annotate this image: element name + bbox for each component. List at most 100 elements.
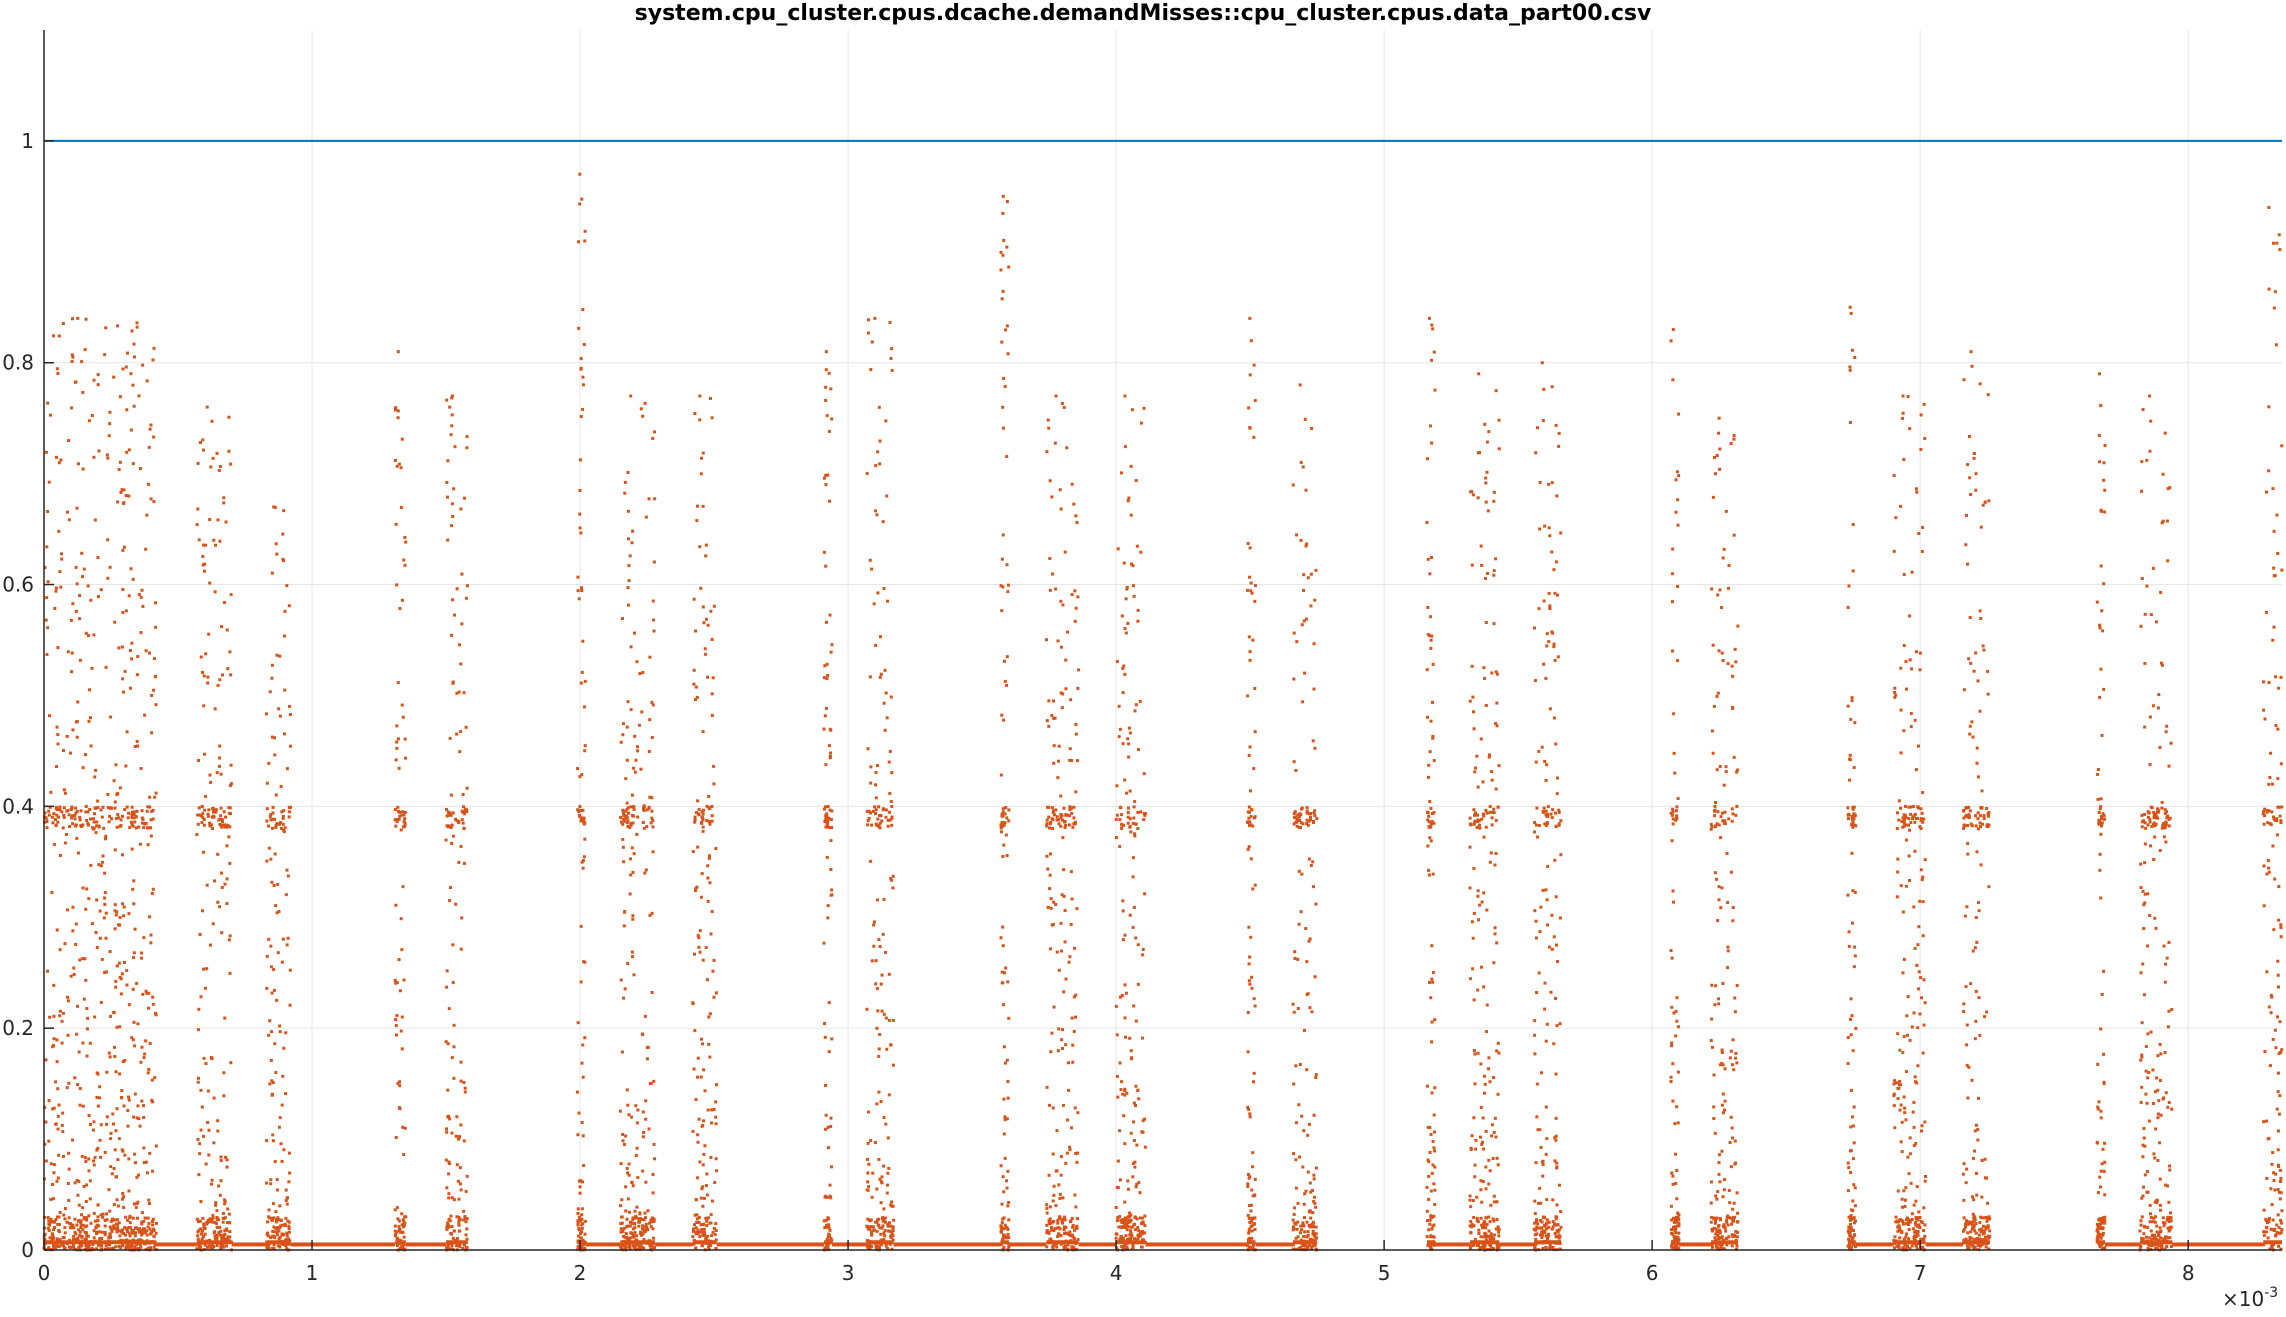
scatter-point <box>829 1116 833 1120</box>
scatter-point <box>830 893 834 897</box>
scatter-point <box>1247 845 1251 849</box>
scatter-point <box>1670 813 1674 817</box>
scatter-point <box>1429 996 1433 1000</box>
scatter-point <box>641 1130 645 1134</box>
scatter-point <box>445 1227 449 1231</box>
scatter-point <box>1471 710 1475 714</box>
scatter-point <box>50 1233 54 1237</box>
scatter-point <box>112 1203 116 1207</box>
scatter-point <box>1482 1244 1486 1248</box>
scatter-point <box>280 1159 284 1163</box>
scatter-point <box>71 1243 75 1247</box>
scatter-point <box>108 950 112 954</box>
scatter-point <box>1059 599 1063 603</box>
scatter-point <box>1001 854 1005 858</box>
scatter-point <box>1048 1217 1052 1221</box>
scatter-point <box>1123 627 1127 631</box>
scatter-point <box>1468 845 1472 849</box>
scatter-point <box>208 517 212 521</box>
scatter-point <box>1540 1236 1544 1240</box>
scatter-point <box>287 1151 291 1155</box>
scatter-point <box>620 1050 624 1054</box>
scatter-point <box>1478 1246 1482 1250</box>
scatter-point <box>1247 406 1251 410</box>
scatter-point <box>1428 1244 1432 1248</box>
scatter-point <box>826 473 830 477</box>
scatter-point <box>1425 1219 1429 1223</box>
scatter-point <box>1485 908 1489 912</box>
scatter-point <box>1049 906 1053 910</box>
scatter-point <box>1733 1139 1737 1143</box>
scatter-point <box>1292 1152 1296 1156</box>
scatter-point <box>1535 1115 1539 1119</box>
scatter-point <box>1049 897 1053 901</box>
scatter-point <box>1070 1216 1074 1220</box>
scatter-point <box>400 810 404 814</box>
scatter-point <box>701 1233 705 1237</box>
scatter-point <box>1251 1194 1255 1198</box>
scatter-point <box>118 1072 122 1076</box>
scatter-point <box>54 824 58 828</box>
scatter-point <box>287 1224 291 1228</box>
scatter-point <box>1251 1246 1255 1250</box>
scatter-point <box>1431 980 1435 984</box>
scatter-point <box>1487 1067 1491 1071</box>
scatter-point <box>1007 808 1011 812</box>
scatter-point <box>208 824 212 828</box>
scatter-point <box>115 825 119 829</box>
scatter-point <box>883 728 887 732</box>
scatter-point <box>270 1216 274 1220</box>
scatter-point <box>881 1216 885 1220</box>
scatter-point <box>132 355 136 359</box>
scatter-point <box>285 1231 289 1235</box>
scatter-point <box>96 556 100 560</box>
scatter-point <box>399 1230 403 1234</box>
scatter-point <box>702 621 706 625</box>
scatter-point <box>1052 1193 1056 1197</box>
scatter-point <box>274 826 278 830</box>
scatter-point <box>1541 419 1545 423</box>
scatter-point <box>1470 563 1474 567</box>
scatter-point <box>112 375 116 379</box>
scatter-point <box>626 700 630 704</box>
scatter-point <box>1143 1214 1147 1218</box>
scatter-point <box>693 412 697 416</box>
scatter-point <box>1548 707 1552 711</box>
scatter-point <box>580 197 584 201</box>
scatter-point <box>47 1099 51 1103</box>
scatter-point <box>1006 590 1010 594</box>
scatter-point <box>1045 719 1049 723</box>
scatter-point <box>705 1224 709 1228</box>
scatter-point <box>1723 819 1727 823</box>
scatter-point <box>464 725 468 729</box>
scatter-point <box>1554 560 1558 564</box>
scatter-point <box>702 1231 706 1235</box>
scatter-point <box>580 816 584 820</box>
scatter-point <box>827 1050 831 1054</box>
scatter-point <box>102 916 106 920</box>
scatter-point <box>701 829 705 833</box>
scatter-point <box>48 1015 52 1019</box>
scatter-point <box>276 1228 280 1232</box>
scatter-point <box>1072 1029 1076 1033</box>
scatter-point <box>621 845 625 849</box>
scatter-point <box>635 660 639 664</box>
scatter-point <box>133 1152 137 1156</box>
scatter-point <box>890 816 894 820</box>
scatter-point <box>1070 592 1074 596</box>
scatter-point <box>1074 722 1078 726</box>
scatter-point <box>1496 1244 1500 1248</box>
scatter-point <box>462 691 466 695</box>
scatter-point <box>1069 806 1073 810</box>
scatter-point <box>889 356 893 360</box>
scatter-point <box>141 1104 145 1108</box>
scatter-point <box>199 1200 203 1204</box>
scatter-point <box>1064 658 1068 662</box>
scatter-point <box>147 915 151 919</box>
scatter-point <box>700 810 704 814</box>
scatter-point <box>1734 1051 1738 1055</box>
scatter-point <box>630 793 634 797</box>
scatter-point <box>874 959 878 963</box>
scatter-point <box>627 564 631 568</box>
scatter-point <box>624 1134 628 1138</box>
